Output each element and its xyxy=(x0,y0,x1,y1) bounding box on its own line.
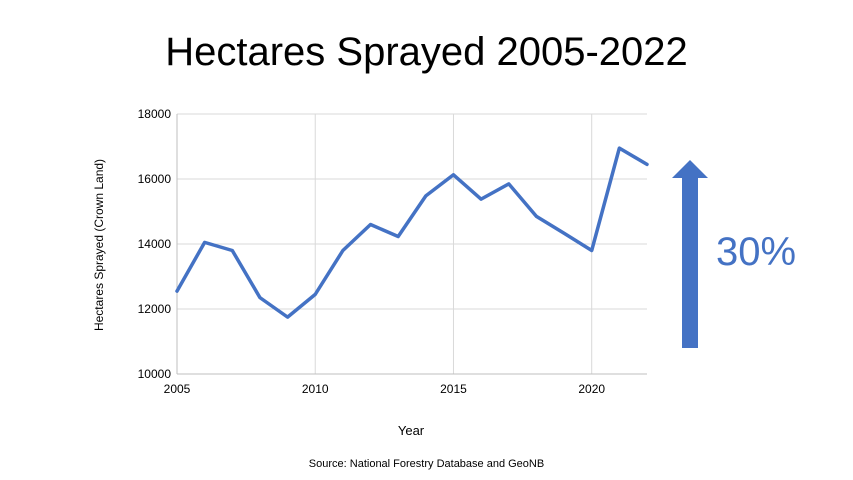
up-arrow-icon xyxy=(672,160,708,348)
y-axis-label: Hectares Sprayed (Crown Land) xyxy=(92,159,106,331)
x-tick-label: 2015 xyxy=(440,382,467,396)
grid xyxy=(177,113,647,375)
y-tick-label: 12000 xyxy=(138,302,172,316)
x-tick-label: 2010 xyxy=(302,382,329,396)
x-axis-label: Year xyxy=(398,423,425,438)
axes xyxy=(176,114,647,375)
x-tick-label: 2005 xyxy=(164,382,191,396)
x-tick-label: 2020 xyxy=(578,382,605,396)
series-line xyxy=(175,146,649,319)
y-tick-label: 18000 xyxy=(138,107,172,121)
chart-title: Hectares Sprayed 2005-2022 xyxy=(165,30,688,74)
percent-change-label: 30% xyxy=(716,230,797,274)
tick-labels: 10000 12000 14000 16000 18000 2005 2010 2015 202… xyxy=(138,107,606,396)
y-tick-label: 14000 xyxy=(138,237,172,251)
y-tick-label: 16000 xyxy=(138,172,172,186)
source-note: Source: National Forestry Database and G… xyxy=(308,458,545,470)
y-tick-label: 10000 xyxy=(138,367,172,381)
series xyxy=(175,146,649,319)
